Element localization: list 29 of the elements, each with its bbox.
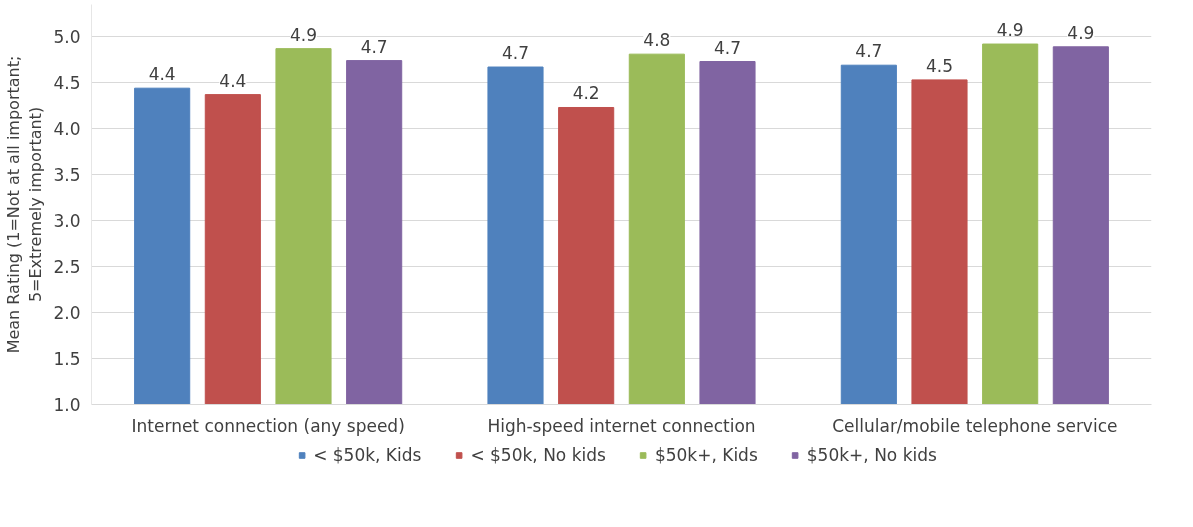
y-tick-label: 2.0 xyxy=(53,303,81,324)
y-tick-label: 1.0 xyxy=(53,395,81,415)
y-tick-label: 4.0 xyxy=(53,119,81,140)
data-label: 4.7 xyxy=(713,37,742,58)
data-label: 4.9 xyxy=(996,20,1024,41)
data-label: 4.8 xyxy=(643,30,671,51)
x-tick-label: Cellular/mobile telephone service xyxy=(832,415,1118,436)
legend-label: < $50k, No kids xyxy=(470,445,606,465)
data-label: 4.5 xyxy=(925,55,954,76)
data-label: 4.7 xyxy=(501,43,530,64)
data-label: 4.4 xyxy=(219,70,247,91)
y-axis-title: Mean Rating (1=Not at all important; 5=Extremely important) xyxy=(3,55,46,354)
y-tick-label: 2.5 xyxy=(53,257,81,278)
y-tick-label: 3.5 xyxy=(53,165,81,186)
data-label: 4.2 xyxy=(572,83,600,104)
data-label: 4.7 xyxy=(855,41,883,62)
y-tick-label: 5.0 xyxy=(53,27,81,48)
x-tick-label: High-speed internet connection xyxy=(487,415,756,436)
data-label: 4.9 xyxy=(289,24,318,45)
y-tick-label: 4.5 xyxy=(53,73,81,94)
legend-label: $50k+, Kids xyxy=(654,445,758,465)
data-label: 4.9 xyxy=(1067,22,1095,43)
data-label: 4.7 xyxy=(360,36,388,57)
data-label: 4.4 xyxy=(148,64,176,85)
y-tick-label: 1.5 xyxy=(53,349,81,370)
legend-label: < $50k, Kids xyxy=(313,445,422,465)
legend-label: $50k+, No kids xyxy=(806,445,937,465)
x-tick-label: Internet connection (any speed) xyxy=(131,415,405,436)
y-tick-label: 3.0 xyxy=(53,211,81,232)
